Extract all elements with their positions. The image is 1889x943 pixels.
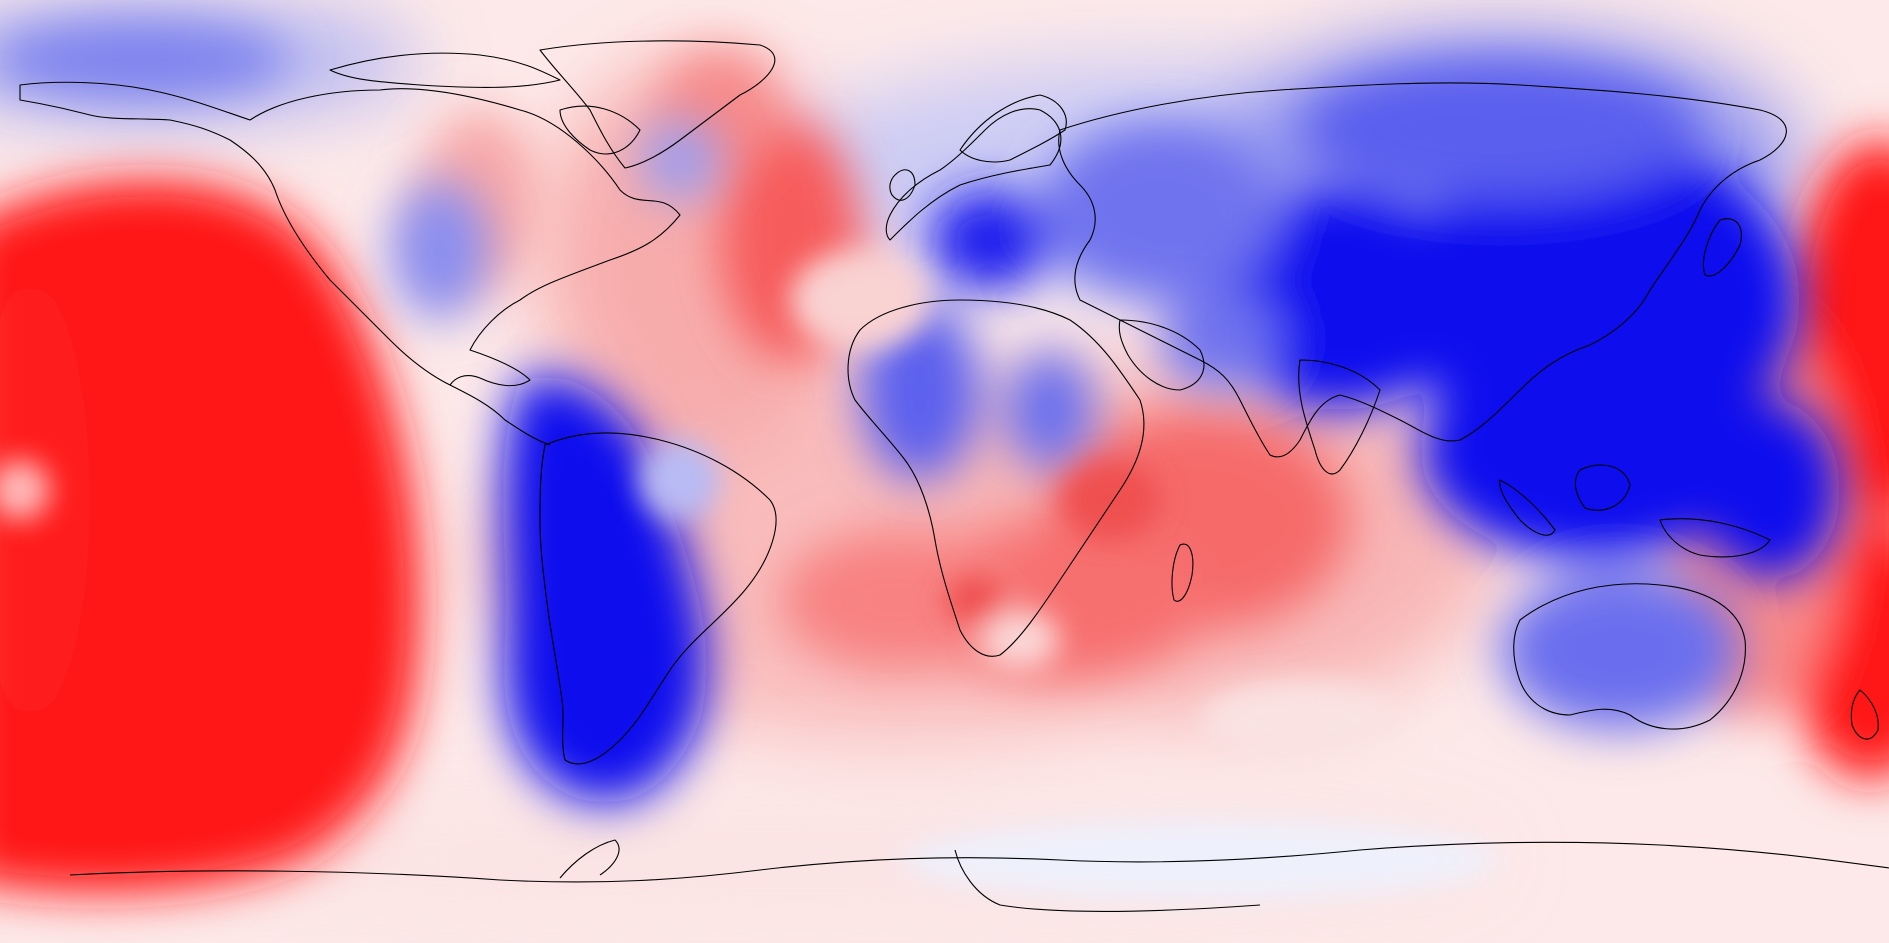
arabia-coastline xyxy=(1118,319,1205,391)
sumatra-coastline xyxy=(1499,479,1556,536)
india-coastline xyxy=(1298,359,1381,475)
coastlines xyxy=(19,40,1889,912)
madagascar-coastline xyxy=(1171,543,1194,602)
greenland-coastline xyxy=(539,40,776,169)
arctic-islands-coastline xyxy=(329,52,561,88)
antarctic-peninsula-coastline xyxy=(559,839,620,879)
ross-ice-shelf-outline xyxy=(954,849,1261,912)
japan-coastline xyxy=(1702,218,1742,277)
australia-coastline xyxy=(1513,583,1746,730)
british-isles-coastline xyxy=(889,169,916,201)
south-america-coastline xyxy=(539,432,777,765)
baffin-coastline xyxy=(559,105,641,155)
new-zealand-coastline xyxy=(1850,689,1879,740)
central-america-coastline xyxy=(449,384,551,446)
new-guinea-coastline xyxy=(1659,518,1771,558)
scandinavia-coastline xyxy=(959,94,1067,163)
borneo-coastline xyxy=(1574,464,1631,511)
africa-coastline xyxy=(847,299,1145,657)
anomaly-field xyxy=(0,0,1889,920)
asia-coastline xyxy=(1058,82,1787,458)
north-america-coastline xyxy=(19,81,681,387)
europe-coastline xyxy=(885,108,1062,241)
antarctica-coastline xyxy=(69,841,1889,883)
